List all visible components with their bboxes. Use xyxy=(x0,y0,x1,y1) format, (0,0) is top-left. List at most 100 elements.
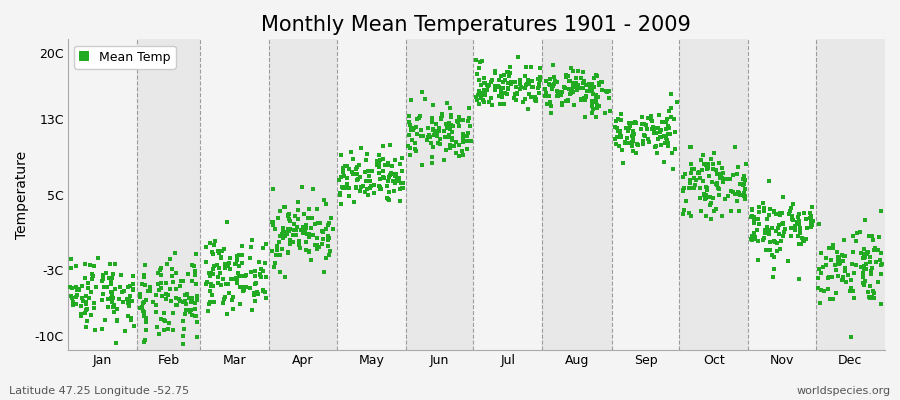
Mean Temp xyxy=(320,222,335,228)
Mean Temp xyxy=(177,292,192,298)
Mean Temp xyxy=(866,237,880,244)
Mean Temp xyxy=(660,137,674,143)
Mean Temp xyxy=(151,331,166,337)
Mean Temp xyxy=(65,285,79,292)
Mean Temp xyxy=(133,291,148,298)
Mean Temp xyxy=(781,258,796,265)
Mean Temp xyxy=(364,168,379,174)
Mean Temp xyxy=(773,210,788,216)
Mean Temp xyxy=(629,120,643,126)
Mean Temp xyxy=(258,259,273,266)
Mean Temp xyxy=(863,258,878,265)
Mean Temp xyxy=(858,278,872,284)
Mean Temp xyxy=(586,106,600,112)
Mean Temp xyxy=(825,296,840,302)
Mean Temp xyxy=(838,253,852,259)
Mean Temp xyxy=(668,129,682,135)
Mean Temp xyxy=(388,157,402,163)
Mean Temp xyxy=(704,216,718,222)
Mean Temp xyxy=(715,175,729,181)
Mean Temp xyxy=(415,88,429,95)
Mean Temp xyxy=(384,162,399,169)
Mean Temp xyxy=(611,116,625,122)
Mean Temp xyxy=(525,78,539,85)
Mean Temp xyxy=(306,232,320,238)
Mean Temp xyxy=(232,251,247,258)
Mean Temp xyxy=(706,194,720,201)
Mean Temp xyxy=(586,91,600,97)
Mean Temp xyxy=(858,217,872,223)
Mean Temp xyxy=(563,65,578,71)
Mean Temp xyxy=(79,293,94,299)
Mean Temp xyxy=(709,167,724,173)
Bar xyxy=(612,39,679,350)
Mean Temp xyxy=(548,78,562,84)
Mean Temp xyxy=(847,295,861,301)
Mean Temp xyxy=(211,279,225,286)
Mean Temp xyxy=(623,123,637,129)
Mean Temp xyxy=(699,194,714,201)
Mean Temp xyxy=(216,276,230,282)
Mean Temp xyxy=(798,216,813,222)
Mean Temp xyxy=(287,226,302,233)
Mean Temp xyxy=(445,134,459,141)
Mean Temp xyxy=(202,298,217,305)
Mean Temp xyxy=(509,91,524,98)
Mean Temp xyxy=(476,90,491,96)
Mean Temp xyxy=(302,206,316,212)
Mean Temp xyxy=(137,299,151,306)
Mean Temp xyxy=(728,144,742,150)
Mean Temp xyxy=(444,112,458,118)
Mean Temp xyxy=(350,177,365,183)
Mean Temp xyxy=(380,195,394,202)
Mean Temp xyxy=(482,82,496,88)
Mean Temp xyxy=(792,241,806,247)
Mean Temp xyxy=(472,65,487,71)
Mean Temp xyxy=(301,231,315,238)
Mean Temp xyxy=(190,334,204,340)
Mean Temp xyxy=(339,184,354,190)
Mean Temp xyxy=(478,80,492,86)
Mean Temp xyxy=(757,235,771,242)
Mean Temp xyxy=(308,241,322,248)
Mean Temp xyxy=(609,140,624,147)
Mean Temp xyxy=(774,210,788,217)
Mean Temp xyxy=(165,298,179,304)
Mean Temp xyxy=(762,212,777,218)
Mean Temp xyxy=(712,192,726,198)
Mean Temp xyxy=(266,219,280,226)
Mean Temp xyxy=(455,117,470,124)
Mean Temp xyxy=(590,99,604,105)
Mean Temp xyxy=(302,231,316,238)
Mean Temp xyxy=(703,202,717,208)
Mean Temp xyxy=(220,263,235,269)
Mean Temp xyxy=(207,263,221,269)
Mean Temp xyxy=(504,81,518,88)
Mean Temp xyxy=(463,115,477,121)
Mean Temp xyxy=(683,177,698,184)
Mean Temp xyxy=(273,252,287,258)
Mean Temp xyxy=(361,191,375,198)
Mean Temp xyxy=(705,179,719,186)
Mean Temp xyxy=(697,191,711,197)
Mean Temp xyxy=(237,286,251,293)
Mean Temp xyxy=(738,192,752,199)
Mean Temp xyxy=(428,128,443,134)
Mean Temp xyxy=(803,210,817,216)
Mean Temp xyxy=(158,296,173,302)
Mean Temp xyxy=(533,77,547,83)
Mean Temp xyxy=(338,184,353,190)
Mean Temp xyxy=(841,272,855,278)
Mean Temp xyxy=(295,230,310,236)
Mean Temp xyxy=(653,134,668,140)
Mean Temp xyxy=(709,180,724,187)
Mean Temp xyxy=(786,201,800,208)
Mean Temp xyxy=(863,254,878,260)
Mean Temp xyxy=(451,119,465,125)
Mean Temp xyxy=(231,270,246,276)
Mean Temp xyxy=(452,153,466,160)
Mean Temp xyxy=(373,152,387,158)
Mean Temp xyxy=(660,116,674,122)
Mean Temp xyxy=(509,90,524,96)
Mean Temp xyxy=(576,94,590,101)
